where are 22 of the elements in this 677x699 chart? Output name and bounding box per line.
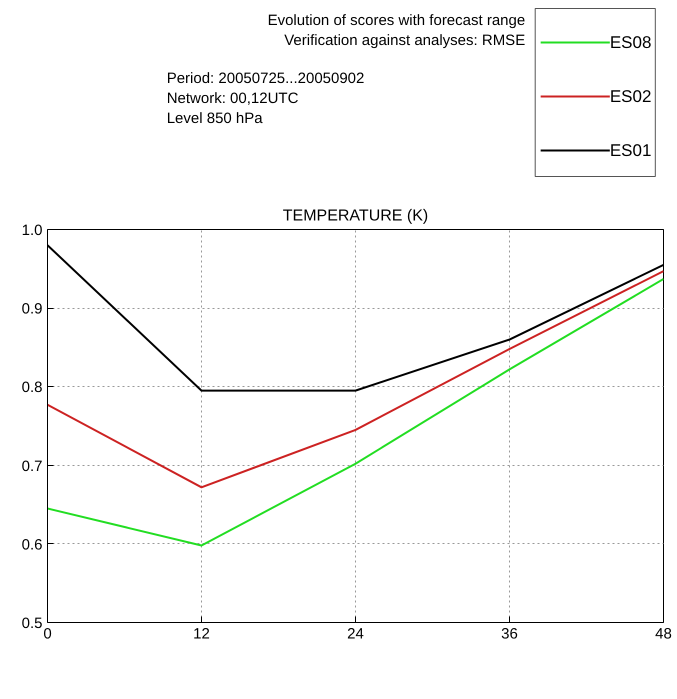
y-tick-label: 0.6 <box>22 536 43 554</box>
line-series <box>48 270 664 488</box>
x-tick-label: 0 <box>43 626 52 642</box>
y-tick-label: 0.5 <box>22 615 43 632</box>
y-tick-label: 0.8 <box>22 379 43 396</box>
text: Period: 20050725...20050902 <box>166 70 364 87</box>
x-tick-label: 48 <box>655 626 672 642</box>
text: Evolution of scores with forecast range <box>268 12 526 29</box>
x-tick-label: 12 <box>193 626 210 642</box>
y-tick-label: 0.7 <box>22 458 43 475</box>
text: Verification against analyses: RMSE <box>284 32 526 49</box>
y-tick-label: 0.9 <box>22 300 43 318</box>
y-tick-label: 1.0 <box>22 222 43 239</box>
chart-title: TEMPERATURE (K) <box>282 208 428 224</box>
legend-label: ES02 <box>610 87 652 106</box>
line-series <box>48 278 664 546</box>
legend-label: ES01 <box>610 141 652 160</box>
text: Network: 00,12UTC <box>166 90 299 107</box>
x-tick-label: 24 <box>347 626 364 642</box>
legend-label: ES08 <box>610 33 652 52</box>
text: Level 850 hPa <box>166 110 264 127</box>
x-tick-label: 36 <box>501 626 518 642</box>
